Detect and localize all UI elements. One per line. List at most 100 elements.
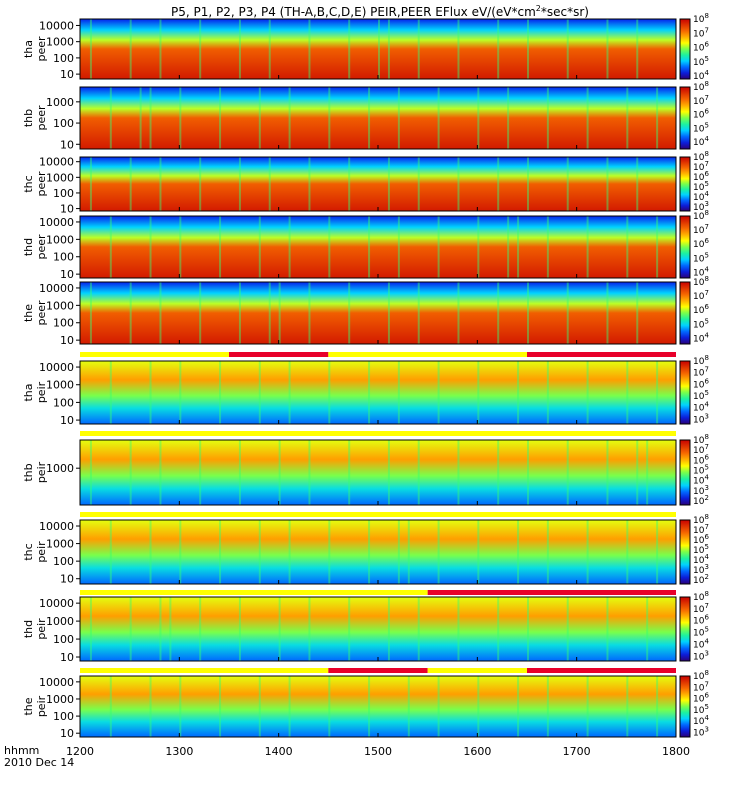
spectral-burst	[656, 520, 659, 584]
spectral-burst	[546, 520, 549, 584]
ylabel-species: peir	[35, 461, 48, 483]
spectral-burst	[626, 216, 629, 278]
colorbar-label-5: 103	[693, 412, 709, 425]
spectral-burst	[288, 87, 291, 149]
y-tick-label-1: 1000	[46, 379, 74, 392]
colorbar-label-0: 108	[693, 433, 709, 446]
time-tick-label-4: 1600	[463, 745, 491, 758]
spectral-burst	[646, 440, 649, 505]
spectral-burst	[517, 361, 520, 424]
colorbar-label-2: 106	[693, 614, 709, 627]
colorbar	[679, 18, 691, 80]
spectral-burst	[238, 157, 241, 211]
spectral-burst	[328, 676, 331, 737]
colorbar-label-1: 107	[693, 94, 709, 107]
spectral-burst	[626, 87, 629, 149]
y-tick-label-2: 100	[53, 633, 74, 646]
spectral-burst	[636, 19, 639, 79]
spectral-burst	[219, 216, 222, 278]
ylabel-probe: thc	[22, 543, 35, 560]
y-tick-label-1: 1000	[46, 299, 74, 312]
spectral-burst	[159, 440, 162, 505]
colorbar	[679, 596, 691, 662]
spectral-burst	[656, 87, 659, 149]
y-tick-label-0: 10000	[39, 216, 74, 229]
title-main: P5, P1, P2, P3, P4 (TH-A,B,C,D,E) PEIR,P…	[171, 5, 536, 19]
spectral-burst	[656, 216, 659, 278]
spectral-burst	[169, 597, 172, 661]
spectral-burst	[159, 282, 162, 344]
spectral-burst	[407, 520, 410, 584]
spectral-burst	[437, 87, 440, 149]
colorbar-label-1: 107	[693, 223, 709, 236]
y-tick-label-3: 10	[60, 334, 74, 347]
spectral-burst	[477, 676, 480, 737]
mode-bar-segment-1-0	[80, 431, 676, 436]
spectral-burst	[527, 157, 529, 211]
colorbar-label-1: 107	[693, 680, 709, 693]
spectral-burst	[586, 520, 589, 584]
spectral-burst	[437, 361, 440, 424]
y-tick-label-1: 100	[53, 117, 74, 130]
spectral-burst	[507, 216, 510, 278]
y-tick-label-1: 1000	[46, 693, 74, 706]
colorbar-label-3: 105	[693, 180, 709, 193]
y-tick-label-1: 1000	[46, 36, 74, 49]
spectral-burst	[328, 87, 331, 149]
mode-bar-segment-0-1	[229, 352, 329, 357]
spectral-burst	[586, 87, 589, 149]
y-tick-label-3: 10	[60, 203, 74, 216]
y-tick-label-3: 10	[60, 414, 74, 427]
colorbar-label-2: 106	[693, 170, 709, 183]
colorbar-label-4: 104	[693, 474, 709, 487]
y-tick-label-1: 1000	[46, 538, 74, 551]
colorbar-label-1: 107	[693, 602, 709, 615]
colorbar-label-1: 107	[693, 160, 709, 173]
spectral-burst	[199, 440, 202, 505]
spectral-burst	[517, 520, 520, 584]
colorbar-label-2: 106	[693, 533, 709, 546]
spectral-burst	[626, 520, 629, 584]
mode-bar-segment-4-2	[427, 668, 527, 673]
spectral-burst	[387, 157, 390, 211]
spectral-burst	[477, 216, 480, 278]
y-tick-label-0: 10000	[39, 19, 74, 32]
colorbar-label-3: 105	[693, 543, 709, 556]
colorbar-label-3: 105	[693, 463, 709, 476]
spectral-burst	[179, 520, 182, 584]
spectral-burst	[397, 216, 400, 278]
spectral-burst	[348, 157, 351, 211]
colorbar-label-1: 107	[693, 366, 709, 379]
colorbar-label-3: 105	[693, 703, 709, 716]
spectral-burst	[268, 157, 271, 211]
spectral-burst	[527, 282, 529, 344]
colorbar	[679, 439, 691, 506]
spectral-burst	[268, 19, 271, 79]
spectral-burst	[219, 520, 222, 584]
mode-bar-segment-4-0	[80, 668, 329, 673]
spectral-burst	[656, 676, 659, 737]
spectral-burst	[546, 676, 549, 737]
spectral-burst	[288, 676, 291, 737]
spectral-burst	[129, 597, 132, 661]
spectral-burst	[387, 440, 390, 505]
panel-thc-peir: 10000 1000 100 10 thc peir 1081071061051041031…	[22, 513, 709, 586]
page-title: P5, P1, P2, P3, P4 (TH-A,B,C,D,E) PEIR,P…	[80, 2, 680, 19]
colorbar-label-0: 108	[693, 12, 709, 25]
spectral-burst	[566, 282, 569, 344]
y-tick-label-0: 10000	[39, 676, 74, 689]
spectral-burst	[238, 597, 241, 661]
spectrogram-image	[80, 216, 676, 278]
spectral-burst	[219, 87, 222, 149]
ylabel-probe: tha	[22, 383, 35, 401]
colorbar-label-4: 104	[693, 714, 709, 727]
spectral-burst	[199, 19, 202, 79]
spectral-burst	[497, 19, 500, 79]
spectral-burst	[606, 440, 609, 505]
colorbar-label-4: 104	[693, 69, 709, 82]
spectral-burst	[417, 282, 420, 344]
spectral-burst	[308, 282, 311, 344]
